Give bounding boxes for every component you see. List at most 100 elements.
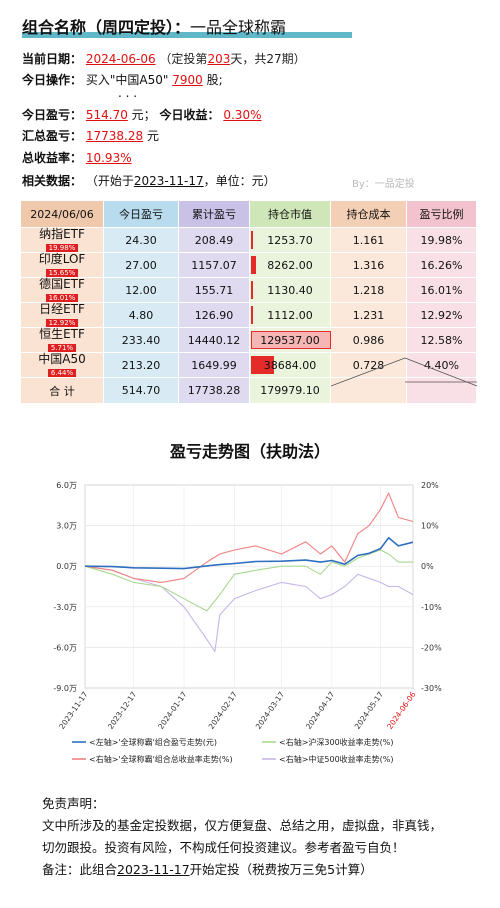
market-value-cell: 1253.70: [249, 227, 331, 253]
table-header-row: 2024/06/06 今日盈亏 累计盈亏 持仓市值 持仓成本 盈亏比例: [20, 200, 477, 228]
x-tick-label: 2024-04-17: [304, 690, 337, 731]
cost-cell: 1.218: [330, 277, 407, 303]
op-shares: 7900: [172, 73, 203, 87]
disclaimer-note: 备注：此组合2023-11-17开始定投（税费按万三免5计算）: [42, 859, 373, 878]
today-ret-value: 0.30%: [223, 108, 262, 122]
market-value-text: 8262.00: [267, 258, 313, 272]
by-signature: By：一品定投: [352, 179, 415, 190]
cum-pl-cell: 155.71: [178, 277, 250, 303]
y-left-tick-label: -6.0万: [53, 643, 77, 652]
fund-cell: 纳指ETF 19.98%: [20, 227, 104, 253]
total-ratio-empty: [406, 377, 477, 404]
holdings-table: 2024/06/06 今日盈亏 累计盈亏 持仓市值 持仓成本 盈亏比例 纳指ET…: [20, 200, 477, 404]
x-tick-label: 2023-11-17: [57, 690, 90, 731]
fund-name: 中国A50: [38, 352, 86, 366]
op-more: . . .: [118, 86, 138, 100]
today-pl-cell: 12.00: [103, 277, 179, 303]
market-value-text: 129537.00: [260, 333, 320, 347]
plot-area: [84, 484, 414, 689]
x-tick-label: 2024-01-17: [156, 690, 189, 731]
today-pl-value: 514.70: [85, 108, 128, 122]
market-value-bar: [251, 281, 253, 299]
disclaimer-line-1: 文中所涉及的基金定投数据，仅方便复盘、总结之用，虚拟盘，非真钱，: [42, 818, 443, 833]
market-value-bar: [251, 306, 253, 324]
fund-name: 恒生ETF: [39, 327, 85, 341]
y-left-tick-label: 3.0万: [56, 522, 77, 531]
fund-cell: 恒生ETF 5.71%: [20, 327, 104, 353]
x-tick-label: 2023-12-17: [106, 690, 139, 731]
y-right-tick-label: 20%: [421, 481, 439, 490]
note-pre: 备注：此组合: [42, 862, 118, 877]
pl-trend-chart: 6.0万 20% 3.0万 10% 0.0万 0% -3.0万 -10% -6.0万 -20% -9…: [53, 481, 442, 764]
total-ret-value: 10.93%: [85, 151, 132, 165]
y-right-tick-label: -10%: [421, 603, 442, 612]
today-row: 今日盈亏： 514.70 元； 今日收益： 0.30%: [22, 106, 261, 123]
ratio-cell: 12.92%: [406, 302, 477, 328]
today-pl-cell: 233.40: [103, 327, 179, 353]
fund-return-badge: 5.71%: [47, 344, 77, 352]
date-row: 当前日期： 2024-06-06 （定投第203天，共27期）: [22, 50, 306, 67]
legend-label: <右轴>沪深300收益率走势(%): [279, 737, 394, 747]
market-value-cell: 1130.40: [249, 277, 331, 303]
market-value-text: 1253.70: [267, 233, 313, 247]
cum-pl-cell: 14440.12: [178, 327, 250, 353]
header-date: 2024/06/06: [20, 200, 104, 228]
total-row: 合 计 514.70 17738.28 179979.10: [20, 377, 477, 404]
y-right-tick-label: -30%: [421, 684, 442, 693]
cum-pl-cell: 208.49: [178, 227, 250, 253]
fund-cell: 日经ETF 12.92%: [20, 302, 104, 328]
date-tail: 天，共27期）: [230, 52, 306, 66]
table-row: 纳指ETF 19.98% 24.30 208.49 1253.70 1.161 19.98%: [20, 227, 477, 253]
y-right-tick-label: 10%: [421, 522, 439, 531]
fund-return-badge: 16.01%: [45, 294, 79, 302]
y-right-tick-label: 0%: [421, 562, 434, 571]
related-post: ，单位：元）: [203, 174, 276, 188]
related-start: 2023-11-17: [133, 174, 204, 188]
x-tick-label: 2024-05-17: [353, 690, 386, 731]
fund-cell: 中国A50 6.44%: [20, 352, 104, 378]
cum-pl-cell: 1649.99: [178, 352, 250, 378]
total-pl-value: 17738.28: [85, 129, 144, 143]
market-value-bar: [251, 256, 256, 274]
ratio-cell: 16.26%: [406, 252, 477, 278]
total-ret-row: 总收益率： 10.93%: [22, 149, 132, 166]
operation-row: 今日操作： 买入"中国A50" 7900 股;: [22, 71, 223, 88]
header-today-pl: 今日盈亏: [103, 200, 179, 228]
today-ret-label: 今日收益：: [159, 108, 220, 122]
table-row: 恒生ETF 5.71% 233.40 14440.12 129537.00 0.986 12…: [20, 327, 477, 353]
title-name: 一品全球称霸: [190, 18, 287, 37]
legend-label: <左轴>'全球称霸'组合盈亏走势(元): [89, 737, 217, 747]
fund-return-badge: 19.98%: [45, 244, 79, 252]
y-left-tick-label: 0.0万: [56, 562, 77, 571]
ratio-cell: 19.98%: [406, 227, 477, 253]
chart-title: 盈亏走势图（扶助法）: [169, 442, 330, 461]
series-line-3: [84, 565, 414, 653]
yuan-sep: 元；: [131, 108, 156, 122]
ratio-cell: 16.01%: [406, 277, 477, 303]
market-value-cell: 38684.00: [249, 352, 331, 378]
market-value-cell: 1112.00: [249, 302, 331, 328]
x-tick-label: 2024-03-17: [254, 690, 287, 731]
header-ratio: 盈亏比例: [406, 200, 477, 228]
fund-name: 日经ETF: [39, 302, 85, 316]
total-label: 合 计: [20, 377, 104, 404]
market-value-bar: [251, 331, 331, 349]
related-label: 相关数据：: [22, 174, 83, 188]
today-pl-cell: 4.80: [103, 302, 179, 328]
table-row: 中国A50 6.44% 213.20 1649.99 38684.00 0.728 4.40…: [20, 352, 477, 378]
fund-return-badge: 12.92%: [45, 319, 79, 327]
op-text: 买入"中国A50": [85, 73, 169, 87]
today-pl-cell: 27.00: [103, 252, 179, 278]
op-unit: 股;: [206, 73, 223, 87]
table-row: 日经ETF 12.92% 4.80 126.90 1112.00 1.231 12.92%: [20, 302, 477, 328]
market-value-cell: 8262.00: [249, 252, 331, 278]
y-left-tick-label: -9.0万: [53, 684, 77, 693]
note-date: 2023-11-17: [117, 862, 190, 877]
market-value-text: 1112.00: [267, 308, 313, 322]
fund-name: 德国ETF: [39, 277, 85, 291]
ratio-cell: 4.40%: [406, 352, 477, 378]
series-line-0: [84, 537, 414, 570]
cost-cell: 1.161: [330, 227, 407, 253]
related-pre: （开始于: [85, 174, 134, 188]
legend-label: <右轴>中证500收益率走势(%): [279, 754, 394, 764]
